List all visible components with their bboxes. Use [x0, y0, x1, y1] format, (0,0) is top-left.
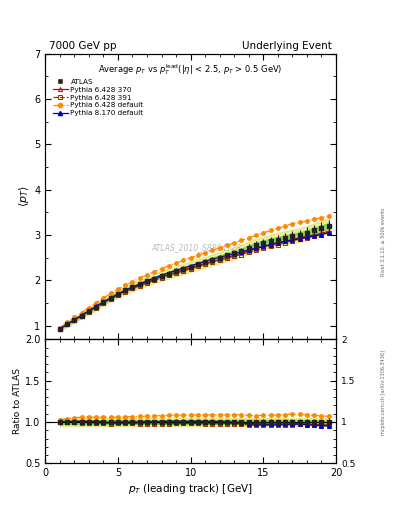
Text: Underlying Event: Underlying Event	[242, 41, 332, 51]
Y-axis label: $\langle p_T\rangle$: $\langle p_T\rangle$	[17, 185, 31, 207]
Y-axis label: Ratio to ATLAS: Ratio to ATLAS	[13, 368, 22, 434]
Text: ATLAS_2010_S8894728: ATLAS_2010_S8894728	[151, 243, 241, 252]
X-axis label: $p_T$ (leading track) [GeV]: $p_T$ (leading track) [GeV]	[128, 482, 253, 497]
Text: Rivet 3.1.10, ≥ 500k events: Rivet 3.1.10, ≥ 500k events	[381, 207, 386, 276]
Text: 7000 GeV pp: 7000 GeV pp	[49, 41, 117, 51]
Legend: ATLAS, Pythia 6.428 370, Pythia 6.428 391, Pythia 6.428 default, Pythia 8.170 de: ATLAS, Pythia 6.428 370, Pythia 6.428 39…	[52, 77, 145, 118]
Text: Average $p_T$ vs $p_T^{\rm lead}$(|$\eta$| < 2.5, $p_T$ > 0.5 GeV): Average $p_T$ vs $p_T^{\rm lead}$(|$\eta…	[98, 62, 283, 77]
Text: mcplots.cern.ch [arXiv:1306.3436]: mcplots.cern.ch [arXiv:1306.3436]	[381, 350, 386, 435]
